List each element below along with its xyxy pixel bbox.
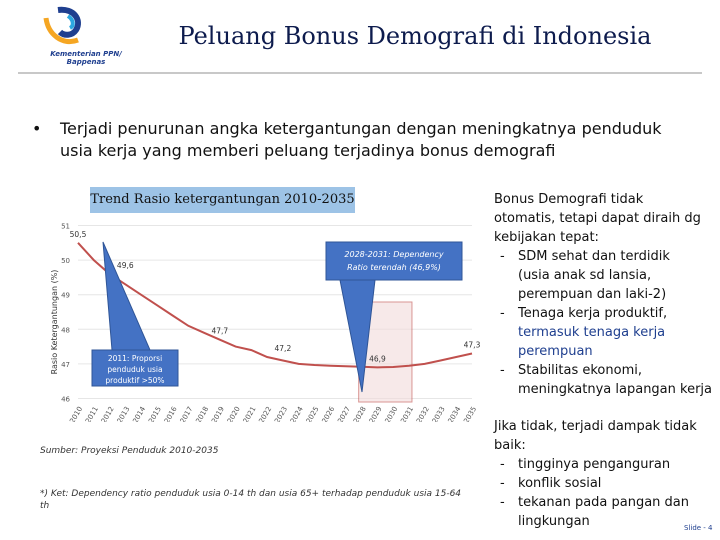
series-line	[77, 242, 473, 369]
callout-lowest-ratio: 2028-2031: Dependency Ratio terendah (46…	[325, 241, 463, 393]
x-tick-label: 2035	[462, 405, 478, 422]
logo-mark-icon	[43, 6, 81, 44]
data-label: 47,7	[211, 327, 228, 336]
x-tick-label: 2018	[194, 405, 210, 422]
callout-bottom-line3: produktif >50%	[105, 376, 164, 385]
data-label: 50,5	[70, 230, 87, 239]
x-tick-label: 2029	[368, 405, 384, 422]
negative-impact-text: Jika tidak, terjadi dampak tidak baik: -…	[494, 417, 714, 531]
x-tick-label: 2028	[352, 405, 368, 422]
x-tick-label: 2033	[431, 405, 447, 422]
x-tick-label: 2012	[100, 405, 116, 422]
x-tick-label: 2017	[179, 405, 195, 422]
x-tick-label: 2020	[226, 405, 242, 422]
x-tick-label: 2024	[289, 405, 305, 422]
chart-title-box: Trend Rasio ketergantungan 2010-2035	[90, 187, 355, 213]
policy-item: - Stabilitas ekonomi, meningkatnya lapan…	[500, 363, 713, 397]
policy-item: - SDM sehat dan terdidik (usia anak sd l…	[500, 249, 670, 302]
y-tick-label: 51	[61, 222, 70, 230]
bappenas-logo: Kementerian PPN/ Bappenas	[18, 6, 122, 68]
x-tick-label: 2016	[163, 405, 179, 422]
bullet-text: Terjadi penurunan angka ketergantungan d…	[60, 119, 662, 160]
logo-text: Kementerian PPN/ Bappenas	[50, 50, 122, 66]
y-axis-label: Rasio Ketergantungan (%)	[50, 270, 59, 375]
callout-bottom-line1: 2011: Proporsi	[108, 354, 162, 363]
callout-top-line2: Ratio terendah (46,9%)	[347, 263, 441, 272]
x-tick-label: 2011	[84, 405, 100, 422]
bonus-demografi-text: Bonus Demografi tidak otomatis, tetapi d…	[494, 190, 718, 399]
data-label: 49,6	[117, 261, 134, 270]
callout-bottom-line2: penduduk usia	[107, 365, 162, 374]
right-top-rest: , tetapi dapat diraih dg	[551, 211, 701, 226]
x-tick-label: 2013	[116, 405, 132, 422]
x-tick-label: 2021	[242, 405, 258, 422]
x-tick-label: 2032	[415, 405, 431, 422]
x-tick-label: 2026	[321, 405, 337, 422]
callout-top-line1: 2028-2031: Dependency	[344, 250, 443, 259]
y-tick-label: 49	[61, 292, 70, 300]
x-tick-label: 2023	[273, 405, 289, 422]
x-tick-label: 2027	[336, 405, 352, 422]
impact-item: - tekanan pada pangan dan	[500, 495, 690, 510]
x-tick-label: 2025	[305, 405, 321, 422]
y-tick-label: 48	[61, 326, 70, 334]
right-top-bold: otomatis	[494, 211, 552, 226]
page-title: Peluang Bonus Demografi di Indonesia	[178, 22, 652, 50]
x-tick-label: 2031	[399, 405, 415, 422]
right-top-line1: Bonus Demografi tidak	[494, 192, 644, 207]
impact-item: lingkungan	[518, 514, 590, 529]
x-tick-label: 2034	[447, 405, 463, 422]
x-tick-label: 2015	[147, 405, 163, 422]
y-tick-label: 46	[61, 396, 70, 404]
y-tick-label: 50	[61, 257, 70, 265]
bullet-icon: •	[32, 119, 42, 138]
callout-productive-share: 2011: Proporsi penduduk usia produktif >…	[91, 241, 179, 387]
impact-item: - tingginya penganguran	[500, 457, 671, 472]
right-bottom-line2: baik:	[494, 438, 526, 453]
footnote: *) Ket: Dependency ratio penduduk usia 0…	[40, 489, 462, 511]
x-tick-label: 2010	[68, 405, 84, 422]
impact-item: - konflik sosial	[500, 476, 602, 491]
slide-number: Slide - 4	[684, 524, 713, 532]
data-label: 47,3	[464, 341, 480, 350]
right-bottom-line1: Jika tidak, terjadi dampak tidak	[494, 419, 697, 434]
x-tick-label: 2030	[384, 405, 400, 422]
right-top-line3: kebijakan tepat:	[494, 230, 599, 245]
source-note: Sumber: Proyeksi Penduduk 2010-2035	[40, 446, 219, 456]
data-label: 46,9	[369, 354, 386, 363]
x-tick-label: 2014	[131, 405, 147, 422]
policy-item: - Tenaga kerja produktif, termasuk tenag…	[500, 306, 668, 359]
header-divider	[18, 72, 702, 74]
data-label: 47,2	[275, 344, 292, 353]
x-tick-label: 2022	[257, 405, 273, 422]
x-tick-label: 2019	[210, 405, 226, 422]
y-tick-label: 47	[61, 361, 70, 369]
